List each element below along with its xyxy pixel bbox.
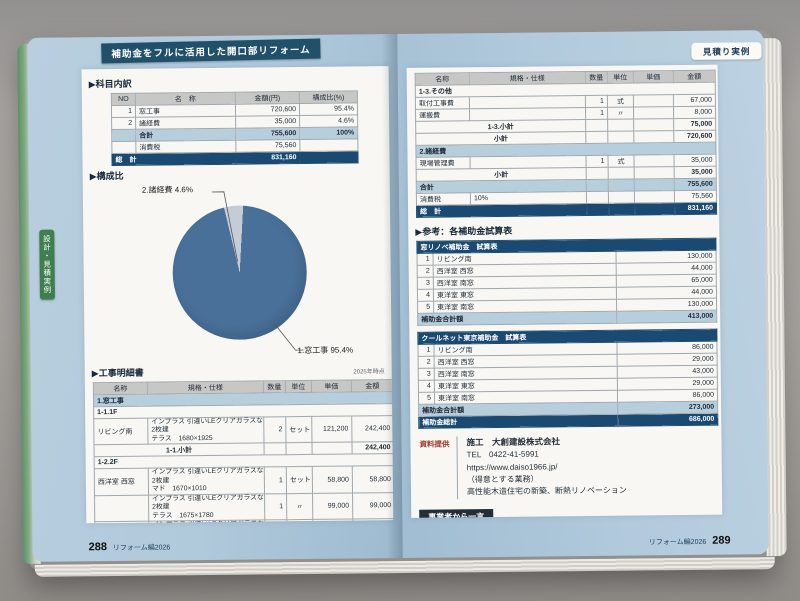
estimate-example-tab: 見積り実例 <box>691 42 762 60</box>
provider-tag: 資料提供 <box>419 439 450 449</box>
section-title-kamoku: ▶科目内訳 <box>88 78 132 90</box>
meisai-table: 名称 規格・仕様 数量 単位 単価 金額 1.窓工事 1-1.1F リビング <box>93 379 394 524</box>
coolnet-subsidy-table: クールネット東京補助金 試算表 1 リビング南 86,000 2 西洋室 西窓 … <box>417 329 718 429</box>
pie-label-large-slice: 1.窓工事 95.4% <box>297 345 354 356</box>
col-header: NO <box>111 93 136 106</box>
edition-label: リフォーム編2026 <box>112 544 171 553</box>
grand-total-row: 総 計 831,160 <box>416 202 717 218</box>
col-header: 構成比(%) <box>299 90 358 104</box>
page-footer-right: リフォーム編2026 289 <box>649 535 735 548</box>
col-header: 名 称 <box>135 92 236 106</box>
chapter-banner: 補助金をフルに活用した開口部リフォーム <box>101 38 321 64</box>
section-title-meisai: ▶工事明細書 <box>91 367 144 379</box>
item-row: リビング南 インプラス 引違いLEクリアガラスなし 2枚建 テラス 1680×1… <box>93 415 394 446</box>
section-title-kousei: ▶構成比 <box>89 170 124 182</box>
right-content-panel: 名称 規格・仕様 数量 単位 単価 金額 1-3.その他 取付工事費 1 <box>406 64 723 518</box>
edition-label: リフォーム編2026 <box>648 538 707 547</box>
page-number: 289 <box>712 534 731 547</box>
meisai-continuation-table: 名称 規格・仕様 数量 単位 単価 金額 1-3.その他 取付工事費 1 <box>415 70 718 218</box>
meisai-note: 2025年時点 <box>353 369 385 376</box>
green-index-tab: 設計・見積実例 <box>39 229 55 300</box>
item-row: 西洋室 西窓 インプラス 引違いLEクリアガラスなし 2枚建 マド 1670×1… <box>94 466 394 496</box>
pie-leader-lines <box>211 191 304 351</box>
pie-label-small-slice: 2.諸経費 4.6% <box>141 185 194 195</box>
provider-info: 資料提供 施工 大創建設株式会社 TEL 0422-41-5991 https:… <box>419 434 715 500</box>
left-content-panel: ▶科目内訳 NO 名 称 金額(円) 構成比(%) 1 窓工事 720,600 … <box>81 66 394 524</box>
kamoku-table: NO 名 称 金額(円) 構成比(%) 1 窓工事 720,600 95.4% … <box>111 90 359 166</box>
page-number: 288 <box>88 541 107 554</box>
page-footer-left: 288 リフォーム編2026 <box>85 540 171 553</box>
provider-speciality: 高性能木造住宅の新築、断熱リノベーション <box>466 485 627 497</box>
col-header: 金額(円) <box>235 91 300 105</box>
item-row: インプラス 引違いLEクリアガラスなし 2枚建 テラス 1675×1780 1 … <box>94 492 394 523</box>
total-row: 補助金合計額 413,000 <box>417 310 717 326</box>
grand-total-row: 総 計 831,160 <box>111 150 359 166</box>
comment-tab: 事業者から一言 <box>419 509 494 518</box>
grand-total-row: 補助金総計 686,000 <box>418 413 718 429</box>
comment-block: 事業者から一言 窓リノベ補助金、また東京都在住者限定ではありますが「クール・ネッ… <box>418 503 716 518</box>
pie-chart-area: 2.諸経費 4.6% 1.窓工事 95.4% <box>90 182 385 363</box>
open-book: 補助金をフルに活用した開口部リフォーム ▶科目内訳 NO 名 称 金額(円) 構… <box>17 30 787 577</box>
page-right: 見積り実例 名称 規格・仕様 数量 単位 単価 金額 1-3.その他 <box>397 30 769 558</box>
section-title-reference: ▶参考：各補助金試算表 <box>415 225 513 237</box>
page-left: 補助金をフルに活用した開口部リフォーム ▶科目内訳 NO 名 称 金額(円) 構… <box>27 34 403 562</box>
reno-subsidy-table: 窓リノベ補助金 試算表 1 リビング南 130,000 2 西洋室 西窓 44,… <box>416 238 717 326</box>
